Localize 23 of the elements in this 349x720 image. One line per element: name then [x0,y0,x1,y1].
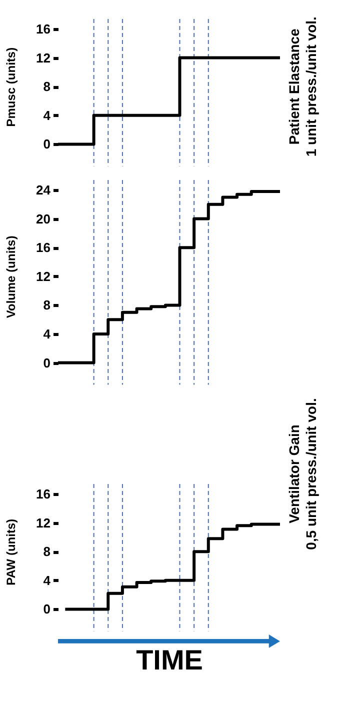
y-tick-label: 0 [43,602,50,617]
y-tick-label: 16 [36,486,50,502]
text: Patient Elastance 1 unit press./unit vol. [286,16,319,157]
x-axis-title: TIME [136,644,203,676]
y-axis-title: Volume (units) [4,236,18,318]
text: Ventilator Gain 0,5 unit press./unit vol. [286,398,319,550]
y-tick-label: 12 [36,268,50,284]
y-tick-label: 4 [43,108,52,123]
y-axis-title: Pmusc (units) [4,47,18,127]
y-tick-label: 0 [43,136,50,152]
y-axis-title: PAW (units) [4,518,18,586]
y-tick-label: 20 [36,211,50,226]
y-tick-label: 0 [43,355,50,370]
y-tick-label: 8 [43,298,50,313]
y-tick-label: 16 [36,240,50,256]
y-tick-label: 12 [36,50,50,66]
y-tick-label: 4 [43,326,52,342]
y-tick-label: 8 [43,544,50,560]
y-tick-label: 8 [43,79,50,94]
y-tick-label: 16 [36,22,50,36]
y-tick-label: 24 [36,182,52,198]
y-tick-label: 12 [36,515,50,530]
y-tick-label: 4 [43,572,52,588]
